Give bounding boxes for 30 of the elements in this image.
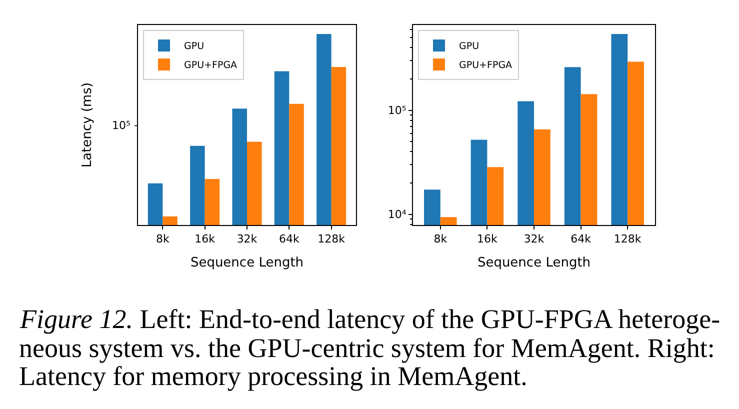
bar xyxy=(274,71,290,225)
legend-label: GPU xyxy=(459,41,480,52)
caption: Figure 12. xyxy=(19,304,133,334)
x-tick-label: 128k xyxy=(318,232,346,246)
legend-label: GPU+FPGA xyxy=(459,60,513,72)
bar xyxy=(190,146,205,225)
x-tick-label: 64k xyxy=(570,232,592,246)
text: 10⁵ xyxy=(112,119,130,132)
bar xyxy=(162,216,178,225)
x-tick-label: 64k xyxy=(278,232,300,246)
x-tick-label: 16k xyxy=(194,232,216,246)
bar xyxy=(204,178,220,225)
x-tick-label: 32k xyxy=(236,232,258,246)
x-tick-label: 8k xyxy=(156,232,170,246)
bar xyxy=(331,67,346,225)
legend-label: GPU+FPGA xyxy=(184,60,238,72)
bar xyxy=(289,104,304,225)
bar xyxy=(316,34,332,225)
x-tick-label: 16k xyxy=(477,232,498,246)
x-tick-label: 128k xyxy=(614,232,642,246)
legend-label: GPU xyxy=(184,41,204,52)
x-axis-title: Sequence Length xyxy=(477,255,591,270)
x-tick-label: 8k xyxy=(434,232,448,246)
x-tick-label: 32k xyxy=(524,232,545,246)
bar xyxy=(148,183,163,225)
y-axis-title: Latency (ms) xyxy=(80,82,95,168)
x-axis-title: Sequence Length xyxy=(190,255,304,270)
bar xyxy=(232,108,247,225)
bar xyxy=(247,142,262,225)
y-tick-label: 10⁴ xyxy=(388,208,407,222)
